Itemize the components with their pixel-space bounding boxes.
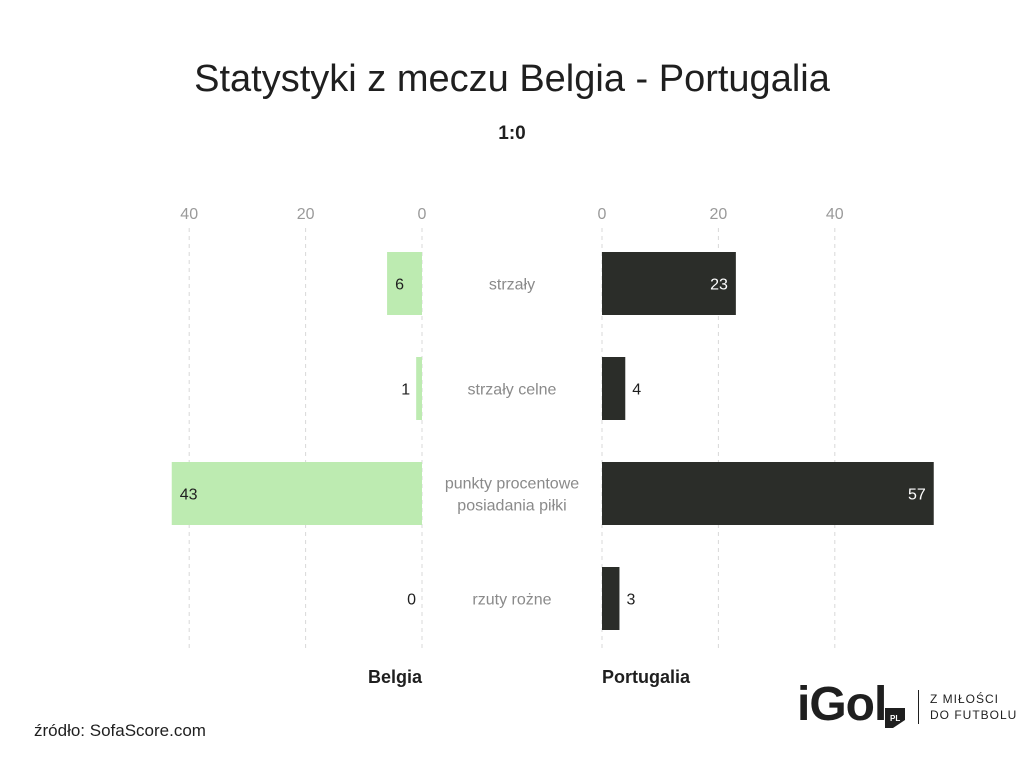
bar-belgia-1	[416, 357, 422, 420]
category-label-line: punkty procentowe	[445, 476, 579, 493]
tick-label-right-0: 0	[598, 206, 607, 223]
category-label-line: strzały	[489, 277, 535, 294]
category-label-1: strzały celne	[468, 382, 557, 399]
category-label-2: punkty procentowe posiadania piłki	[445, 476, 579, 515]
data-label-belgia-2: 43	[180, 487, 198, 504]
bar-portugalia-1	[602, 357, 626, 420]
source-note: źródło: SofaScore.com	[34, 721, 206, 740]
score-subtitle: 1:0	[498, 123, 526, 144]
category-label-line: posiadania piłki	[457, 498, 566, 515]
data-label-portugalia-3: 3	[626, 592, 635, 609]
logo-tagline-line2: DO FUTBOLU	[930, 708, 1018, 722]
tick-label-right-40: 40	[826, 206, 844, 223]
logo-tagline: Z MIŁOŚCI DO FUTBOLU	[930, 691, 1017, 723]
tick-label-left-0: 0	[418, 206, 427, 223]
bar-belgia-2	[171, 462, 422, 525]
bar-belgia-0	[387, 252, 422, 315]
data-label-belgia-3: 0	[407, 592, 416, 609]
igol-logo: iGol PL Z MIŁOŚCI DO FUTBOLU	[797, 678, 1016, 731]
bar-portugalia-2	[602, 462, 934, 525]
bar-portugalia-0	[602, 252, 736, 315]
logo-badge-text: PL	[890, 714, 900, 723]
data-label-portugalia-1: 4	[632, 382, 641, 399]
category-label-line: rzuty rożne	[472, 592, 551, 609]
logo-tagline-line1: Z MIŁOŚCI	[930, 692, 1000, 706]
data-label-belgia-1: 1	[401, 382, 410, 399]
logo-wordmark: iGol	[797, 678, 887, 731]
category-label-3: rzuty rożne	[472, 592, 551, 609]
data-label-portugalia-0: 23	[710, 277, 728, 294]
logo-divider	[918, 690, 919, 724]
team-label-belgia: Belgia	[367, 667, 422, 687]
category-label-line: strzały celne	[468, 382, 557, 399]
tick-label-left-20: 20	[297, 206, 315, 223]
team-label-portugalia: Portugalia	[602, 667, 691, 687]
chart-title: Statystyki z meczu Belgia - Portugalia	[194, 58, 830, 100]
category-label-0: strzały	[489, 277, 535, 294]
pl-badge-icon: PL	[885, 708, 905, 728]
tick-label-left-40: 40	[180, 206, 198, 223]
data-label-portugalia-2: 57	[908, 487, 926, 504]
data-label-belgia-0: 6	[395, 277, 404, 294]
tick-label-right-20: 20	[710, 206, 728, 223]
bar-portugalia-3	[602, 567, 620, 630]
